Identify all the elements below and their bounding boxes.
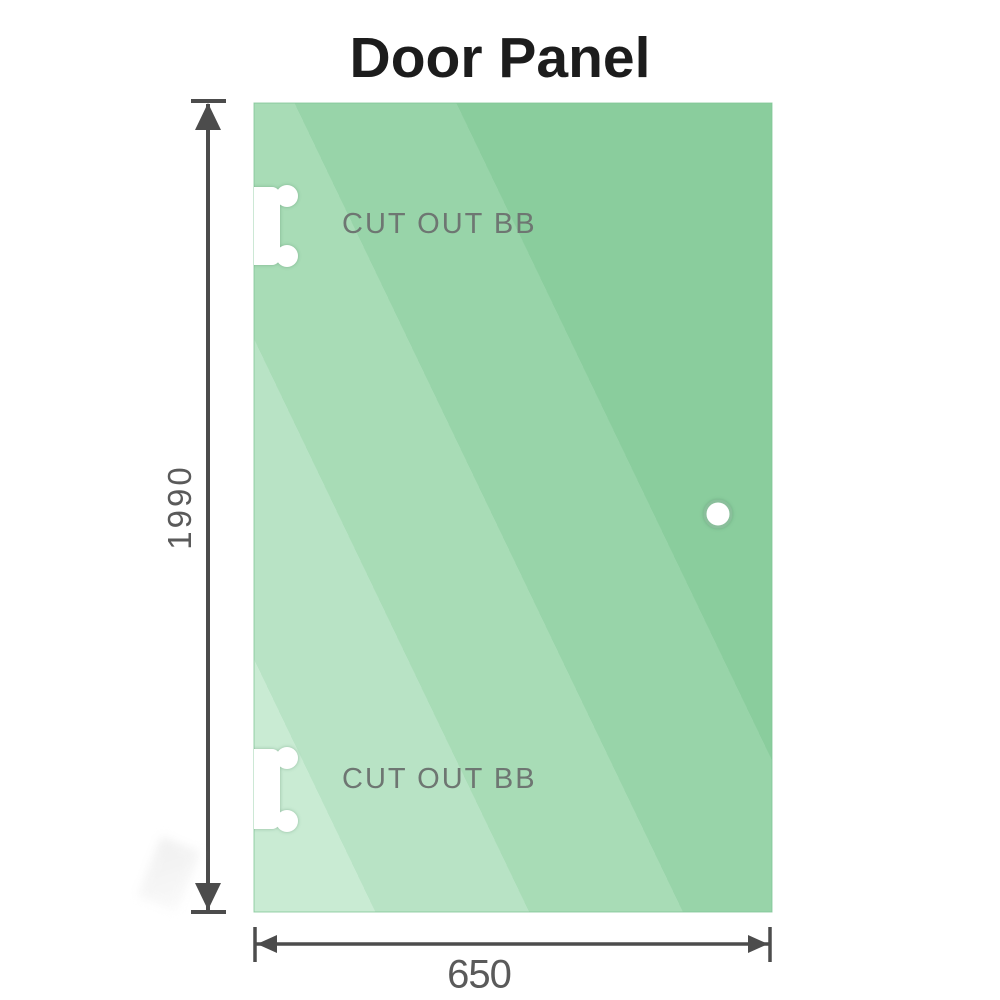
- hinge-cutout-bottom: [254, 747, 298, 832]
- hinge-cutout-lobe-lower: [276, 810, 298, 832]
- hinge-cutout-top: [254, 185, 298, 267]
- height-dim-arrow-up-icon: [195, 103, 221, 130]
- width-dimension: [253, 927, 772, 962]
- width-dim-arrow-right-icon: [748, 935, 768, 953]
- handle-hole-circle: [703, 499, 733, 529]
- glass-panel: [253, 102, 773, 913]
- hinge-cutout-lobe-upper: [276, 185, 298, 207]
- hinge-cutout-lobe-lower: [276, 245, 298, 267]
- cutout-label-top: CUT OUT BB: [342, 208, 537, 240]
- page-title: Door Panel: [349, 26, 651, 90]
- width-dim-arrow-left-icon: [257, 935, 277, 953]
- hinge-cutout-slot: [254, 749, 280, 829]
- width-dimension-label: 650: [447, 952, 512, 997]
- handle-hole: [703, 499, 733, 529]
- hinge-cutout-slot: [254, 187, 280, 265]
- cutout-label-bottom: CUT OUT BB: [342, 763, 537, 795]
- height-dim-arrow-down-icon: [195, 883, 221, 910]
- height-dimension-label: 1990: [161, 464, 198, 550]
- hinge-cutout-lobe-upper: [276, 747, 298, 769]
- height-dimension: [191, 99, 226, 914]
